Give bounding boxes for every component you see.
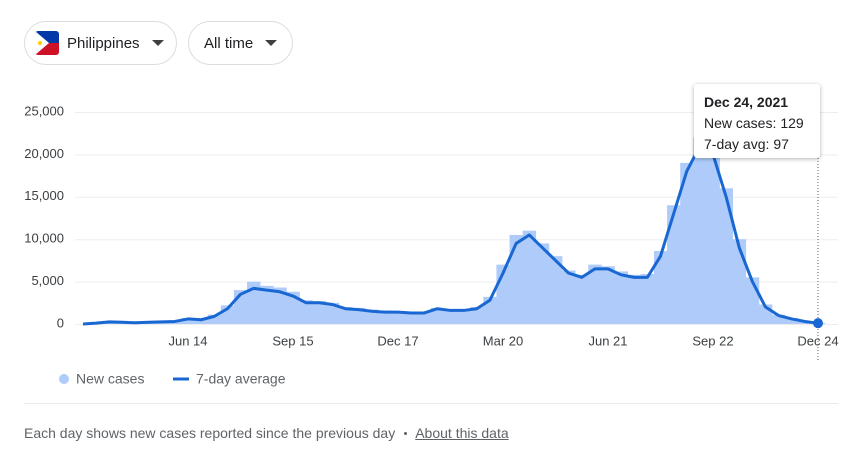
legend-marker bbox=[59, 374, 69, 384]
bar bbox=[680, 162, 694, 324]
bar bbox=[247, 281, 261, 324]
bar bbox=[562, 270, 576, 324]
dropdown-arrow bbox=[151, 40, 164, 46]
bar bbox=[273, 287, 287, 324]
tooltip-row: New cases: 129 bbox=[704, 113, 810, 134]
bar bbox=[588, 264, 602, 324]
y-tick-label: 5,000 bbox=[31, 273, 64, 288]
bar bbox=[457, 309, 471, 324]
range-label: All time bbox=[204, 34, 254, 52]
bar bbox=[522, 230, 537, 324]
tooltip-title: Dec 24, 2021 bbox=[704, 94, 789, 110]
tooltip-value: 129 bbox=[780, 115, 804, 131]
bar bbox=[653, 251, 668, 324]
dropdown-arrow bbox=[265, 40, 278, 46]
bar bbox=[535, 243, 550, 324]
bar bbox=[194, 318, 208, 324]
bar bbox=[286, 291, 300, 324]
bar bbox=[693, 137, 707, 324]
bar bbox=[509, 234, 523, 324]
y-tick-label: 10,000 bbox=[24, 231, 64, 246]
footer-note: Each day shows new cases reported since … bbox=[24, 425, 396, 441]
flag bbox=[35, 31, 59, 55]
bar bbox=[614, 271, 628, 324]
x-tick-label: Dec 17 bbox=[377, 333, 418, 348]
bar bbox=[627, 274, 642, 324]
bar bbox=[548, 256, 563, 324]
tooltip-label: New cases: bbox=[704, 115, 777, 131]
tooltip: Dec 24, 2021 New cases: 129 7-day avg: 97 bbox=[694, 84, 820, 158]
legend-label: 7-day average bbox=[196, 371, 286, 387]
bar bbox=[207, 314, 222, 324]
x-tick-label: Sep 15 bbox=[272, 333, 313, 348]
bar bbox=[365, 309, 379, 324]
bar bbox=[299, 300, 313, 324]
region-label: Philippines bbox=[67, 34, 140, 52]
bar bbox=[575, 274, 589, 324]
y-tick-label: 25,000 bbox=[24, 103, 64, 118]
bar bbox=[352, 307, 366, 324]
bar bbox=[404, 312, 418, 324]
x-tick-label: Mar 20 bbox=[483, 333, 523, 348]
bar bbox=[470, 307, 484, 324]
tooltip-value: 97 bbox=[773, 136, 789, 152]
range-dropdown[interactable]: All time bbox=[188, 21, 293, 65]
bar bbox=[260, 285, 274, 324]
bar bbox=[325, 302, 340, 324]
x-tick-label: Dec 24 bbox=[797, 333, 838, 348]
bar bbox=[640, 273, 655, 324]
bar bbox=[706, 150, 720, 324]
separator bbox=[404, 431, 408, 435]
bar bbox=[601, 266, 615, 324]
about-link[interactable]: About this data bbox=[415, 425, 509, 441]
bar bbox=[312, 301, 327, 324]
y-tick-label: 0 bbox=[57, 315, 64, 330]
region-dropdown[interactable]: Philippines bbox=[24, 21, 177, 65]
bar bbox=[338, 307, 353, 324]
tooltip-row: 7-day avg: 97 bbox=[704, 134, 810, 155]
bar bbox=[785, 318, 799, 324]
y-tick-label: 15,000 bbox=[24, 188, 64, 203]
footer: Each day shows new cases reported since … bbox=[24, 425, 509, 441]
y-tick-label: 20,000 bbox=[24, 146, 64, 161]
bar bbox=[719, 188, 733, 324]
legend-label: New cases bbox=[76, 371, 144, 387]
bar bbox=[430, 307, 445, 324]
bar bbox=[667, 205, 681, 324]
x-tick-label: Sep 22 bbox=[692, 333, 733, 348]
bar bbox=[181, 318, 195, 324]
x-tick-label: Jun 14 bbox=[168, 333, 207, 348]
hover-point bbox=[813, 318, 823, 329]
bar bbox=[443, 309, 458, 324]
bar bbox=[417, 312, 432, 324]
bar bbox=[772, 314, 786, 324]
x-tick-label: Jun 21 bbox=[588, 333, 627, 348]
bar bbox=[391, 311, 405, 324]
tooltip-label: 7-day avg: bbox=[704, 136, 770, 152]
bar bbox=[378, 310, 392, 324]
